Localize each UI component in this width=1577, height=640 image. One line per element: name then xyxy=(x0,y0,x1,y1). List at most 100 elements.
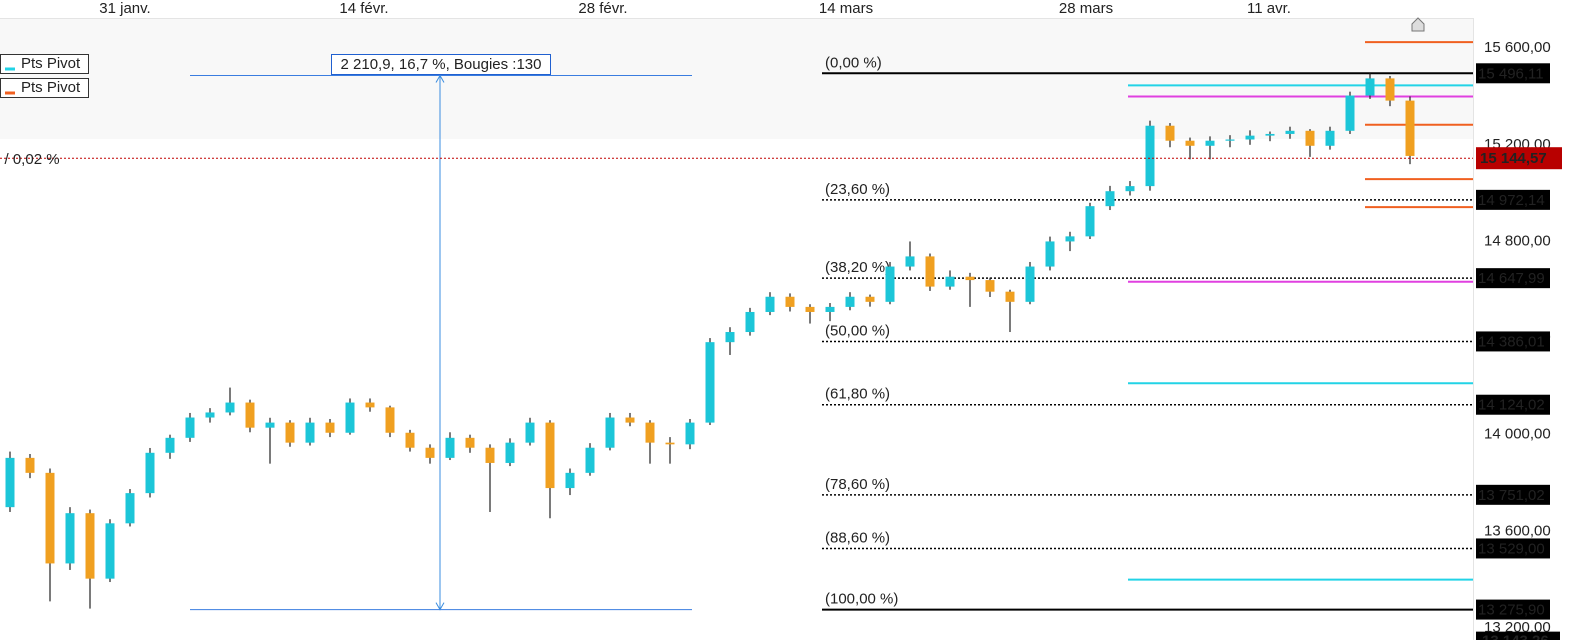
candle-body xyxy=(1305,130,1315,146)
candle-body xyxy=(665,442,675,445)
candle-body xyxy=(1005,291,1015,302)
price-tag xyxy=(1476,331,1550,352)
fib-label: (61,80 %) xyxy=(825,386,890,403)
candle-body xyxy=(1025,266,1035,302)
candle-body xyxy=(685,422,695,445)
candle-body xyxy=(565,472,575,489)
candle-body xyxy=(985,280,995,292)
price-tag-label: 14 972,14 xyxy=(1478,192,1545,209)
candle-body xyxy=(745,311,755,333)
x-tick-label: 28 mars xyxy=(1059,0,1113,17)
candle-body xyxy=(645,422,655,443)
candle-body xyxy=(585,447,595,473)
plot-top-shade xyxy=(0,19,1473,139)
candle-body xyxy=(265,422,275,428)
y-tick-label: 14 000,00 xyxy=(1484,426,1551,443)
price-tag xyxy=(1476,63,1550,84)
candle-body xyxy=(925,256,935,287)
last-price-label: 15 144,57 xyxy=(1480,150,1547,167)
legend-label: Pts Pivot xyxy=(21,55,81,72)
candle-body xyxy=(325,422,335,433)
price-tag xyxy=(1476,189,1550,210)
candle-body xyxy=(1285,130,1295,134)
candle-body xyxy=(525,422,535,443)
candle-body xyxy=(845,296,855,307)
candle-body xyxy=(145,452,155,494)
candle-body xyxy=(1345,95,1355,131)
candle-body xyxy=(85,513,95,579)
candle-body xyxy=(125,493,135,524)
candle-body xyxy=(185,417,195,438)
last-price-tag xyxy=(1476,147,1562,170)
price-tag-label: 14 647,99 xyxy=(1478,270,1545,287)
price-tag xyxy=(1476,394,1550,415)
candle-body xyxy=(765,296,775,312)
candle-body xyxy=(1265,133,1275,136)
legend-label: Pts Pivot xyxy=(21,79,81,96)
candle-body xyxy=(1125,186,1135,192)
candle-body xyxy=(205,412,215,418)
candle-body xyxy=(1405,100,1415,156)
candle-body xyxy=(485,447,495,463)
candle-body xyxy=(625,417,635,423)
x-tick-label: 14 mars xyxy=(819,0,873,17)
fib-label: (0,00 %) xyxy=(825,54,882,71)
candle-body xyxy=(805,306,815,312)
candle-body xyxy=(865,296,875,302)
candle-body xyxy=(605,417,615,448)
candle-body xyxy=(425,447,435,458)
x-tick-label: 31 janv. xyxy=(99,0,150,17)
x-tick-label: 28 févr. xyxy=(578,0,627,17)
candle-body xyxy=(785,296,795,307)
candle-body xyxy=(825,306,835,312)
candle-body xyxy=(1385,78,1395,101)
candle-body xyxy=(1185,140,1195,146)
candle-body xyxy=(945,276,955,287)
low-tag xyxy=(1476,631,1560,640)
candle-body xyxy=(545,422,555,489)
candle-body xyxy=(365,402,375,408)
low-tag-label: 13 143,26 xyxy=(1482,633,1549,640)
candle-body xyxy=(1045,241,1055,267)
candle-body xyxy=(885,266,895,302)
candle-body xyxy=(445,437,455,458)
price-tag xyxy=(1476,484,1550,505)
candle-body xyxy=(1365,78,1375,96)
legend: Pts Pivot Pts Pivot xyxy=(0,54,89,98)
y-tick-label: 14 800,00 xyxy=(1484,232,1551,249)
price-tag-label: 13 529,00 xyxy=(1478,540,1545,557)
y-tick-label: 15 600,00 xyxy=(1484,39,1551,56)
candle-body xyxy=(725,332,735,343)
marker-icon[interactable] xyxy=(1411,17,1425,32)
x-tick-label: 14 févr. xyxy=(339,0,388,17)
x-tick-label: 11 avr. xyxy=(1247,0,1291,17)
candle-body xyxy=(405,432,415,448)
candle-body xyxy=(1085,206,1095,237)
candle-body xyxy=(965,276,975,281)
measure-label: 2 210,9, 16,7 %, Bougies :130 xyxy=(341,56,542,73)
candle-body xyxy=(105,523,115,579)
legend-box xyxy=(0,54,89,74)
fib-label: (38,20 %) xyxy=(825,259,890,276)
price-tag xyxy=(1476,538,1550,559)
fib-label: (50,00 %) xyxy=(825,322,890,339)
candle-body xyxy=(25,457,35,473)
price-tag xyxy=(1476,268,1550,289)
price-tag-label: 13 275,90 xyxy=(1478,602,1545,619)
candle-body xyxy=(385,407,395,433)
candle-body xyxy=(1105,191,1115,207)
candle-body xyxy=(225,402,235,413)
price-tag-label: 14 386,01 xyxy=(1478,333,1545,350)
candle-body xyxy=(305,422,315,443)
candle-body xyxy=(1225,139,1235,141)
candle-body xyxy=(905,256,915,267)
candle-body xyxy=(45,472,55,564)
candle-body xyxy=(705,342,715,423)
candle-body xyxy=(465,437,475,448)
candle-body xyxy=(505,442,515,463)
candle-body xyxy=(245,402,255,428)
candle-body xyxy=(1065,236,1075,242)
candle-body xyxy=(65,513,75,564)
